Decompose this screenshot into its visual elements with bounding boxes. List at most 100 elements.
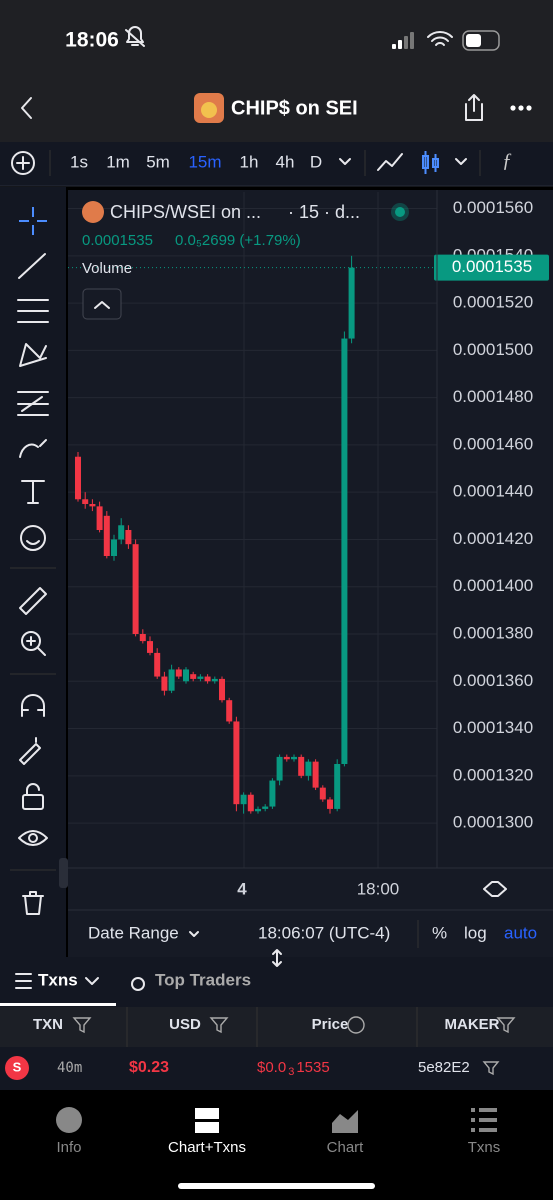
candle-body	[111, 539, 117, 556]
candle-body	[283, 756, 290, 760]
candle-body	[255, 808, 261, 812]
txns-icon	[471, 1108, 497, 1132]
candle-body	[262, 806, 269, 809]
text-tool[interactable]	[21, 480, 45, 504]
candle-body	[319, 787, 326, 800]
line-style-button[interactable]	[377, 153, 403, 171]
chart-icon	[332, 1110, 358, 1133]
log-toggle[interactable]: log	[464, 923, 487, 942]
crosshair-tool[interactable]	[19, 207, 47, 235]
candle-body	[147, 641, 153, 653]
pattern-tool[interactable]	[19, 343, 47, 367]
auto-toggle[interactable]: auto	[504, 923, 537, 942]
chart-bg	[68, 190, 553, 957]
emoji-smile	[26, 540, 40, 545]
interval-button[interactable]: 1m	[106, 152, 130, 171]
column-filter[interactable]	[72, 1017, 92, 1034]
table-header: TXN	[33, 1016, 63, 1033]
header-title: CHIP$ on SEI	[231, 97, 358, 119]
candle-body	[75, 456, 81, 500]
date-range[interactable]: Date Range	[88, 923, 179, 942]
candle-body	[341, 338, 348, 764]
wifi-icon	[427, 31, 453, 46]
y-tick-label: 0.0001300	[453, 813, 533, 832]
candle-body	[154, 652, 161, 677]
nav-item[interactable]: Chart+Txns	[168, 1139, 246, 1156]
visibility-tool[interactable]	[18, 830, 48, 846]
visibility-pupil	[28, 833, 38, 843]
y-tick-label: 0.0001460	[453, 434, 533, 453]
style-dropdown[interactable]	[455, 158, 467, 165]
clock: 18:06	[65, 29, 119, 52]
zoom-tool[interactable]	[21, 631, 41, 651]
share-button[interactable]	[465, 94, 483, 121]
percent-toggle[interactable]: %	[432, 923, 447, 942]
emoji-tool[interactable]	[20, 525, 46, 551]
ruler-tool[interactable]	[19, 587, 47, 615]
tab-indicator	[0, 1003, 116, 1006]
candle-body	[125, 530, 132, 545]
trend-line-tool[interactable]	[18, 253, 46, 279]
maker-filter[interactable]	[482, 1061, 500, 1076]
delete-tool[interactable]	[22, 891, 44, 915]
unlock-shackle	[26, 783, 40, 796]
nav-item[interactable]: Txns	[468, 1139, 501, 1156]
interval-button[interactable]: 1h	[240, 152, 259, 171]
trophy-icon	[131, 977, 145, 991]
resize-handle[interactable]	[272, 949, 282, 967]
column-filter[interactable]	[209, 1017, 229, 1034]
collapse-legend[interactable]	[82, 288, 122, 320]
volume-label: Volume	[82, 260, 132, 277]
column-filter[interactable]	[496, 1017, 516, 1034]
interval-dropdown[interactable]	[339, 158, 351, 165]
nav-item[interactable]: Info	[56, 1139, 81, 1156]
y-tick-label: 0.0001400	[453, 576, 533, 595]
zoom-plus	[26, 636, 46, 656]
txn-usd: $0.23	[129, 1059, 169, 1076]
back-button[interactable]	[21, 97, 32, 119]
time-zone: 18:06:07 (UTC-4)	[258, 923, 390, 942]
candle-body	[312, 761, 319, 788]
table-head-bg	[0, 1007, 553, 1047]
candle-body	[190, 674, 197, 679]
y-tick-label: 0.0001440	[453, 482, 533, 501]
candle-body	[269, 780, 276, 807]
chart-settings[interactable]	[483, 881, 507, 897]
legend-price: 0.0001535	[82, 232, 153, 249]
column-filter[interactable]	[347, 1016, 365, 1034]
unlock-tool[interactable]	[22, 794, 44, 810]
projection-tool[interactable]	[17, 391, 49, 416]
brush-tool[interactable]	[19, 439, 47, 458]
nav-item[interactable]: Chart	[327, 1139, 365, 1156]
indicators-button[interactable]: ƒ	[502, 150, 512, 172]
lock-drawing-tool[interactable]	[19, 737, 41, 765]
more-button[interactable]	[510, 105, 532, 111]
legend-pair: CHIPS/WSEI on ...	[110, 202, 261, 222]
candle-body	[103, 515, 110, 556]
collapse-legend-icon	[94, 301, 110, 309]
price-digits: 1535	[296, 1059, 329, 1076]
candle-body	[334, 764, 341, 809]
fib-tool[interactable]	[17, 299, 49, 323]
candle-body	[89, 504, 96, 507]
interval-button[interactable]: 1s	[70, 152, 88, 171]
drawing-tools	[10, 207, 56, 915]
txn-maker: 5e82E2	[418, 1059, 470, 1076]
txn-side: S	[13, 1059, 22, 1074]
live-dot	[395, 207, 405, 217]
collapse-tools[interactable]	[59, 858, 68, 888]
interval-button[interactable]: 4h	[276, 152, 295, 171]
txns-tab[interactable]: Txns	[38, 970, 78, 989]
candle-style-button[interactable]	[422, 151, 439, 174]
signal-icon	[392, 32, 414, 49]
top-traders-tab[interactable]: Top Traders	[155, 970, 251, 989]
magnet-tool[interactable]	[21, 694, 45, 717]
candle-body	[291, 756, 297, 760]
interval-button[interactable]: 15m	[188, 152, 221, 171]
add-indicator[interactable]	[11, 151, 35, 175]
candle-body	[348, 267, 355, 339]
interval-button[interactable]: D	[310, 152, 322, 171]
interval-button[interactable]: 5m	[146, 152, 170, 171]
last-price-tag	[434, 254, 549, 281]
